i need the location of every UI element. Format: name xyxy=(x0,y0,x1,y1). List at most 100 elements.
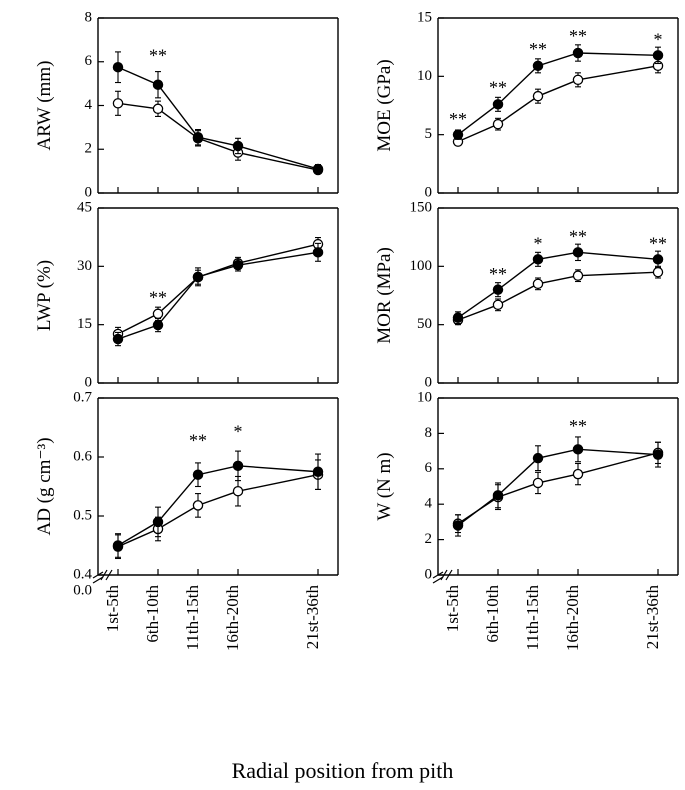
marker-filled xyxy=(653,450,662,459)
marker-filled xyxy=(453,313,462,322)
y-tick-label: 6 xyxy=(85,53,93,69)
marker-open xyxy=(113,99,122,108)
chart-svg: 0153045LWP (%)** xyxy=(98,208,338,383)
chart-panel: 051015MOE (GPa)********* xyxy=(438,18,678,193)
significance-marker: ** xyxy=(569,226,587,246)
marker-filled xyxy=(313,467,322,476)
marker-filled xyxy=(153,517,162,526)
marker-open xyxy=(153,104,162,113)
marker-filled xyxy=(533,454,542,463)
chart-panel: 0153045LWP (%)** xyxy=(98,208,338,383)
y-tick-label: 50 xyxy=(417,316,432,332)
y-tick-label: 0.0 xyxy=(73,582,92,598)
marker-filled xyxy=(533,255,542,264)
y-tick-label: 0 xyxy=(425,374,433,390)
y-axis-label: LWP (%) xyxy=(34,260,55,331)
marker-filled xyxy=(233,461,242,470)
y-tick-label: 45 xyxy=(77,199,92,215)
y-tick-label: 2 xyxy=(425,531,433,547)
chart-panel: 0.40.50.60.70.01st-5th6th-10th11th-15th1… xyxy=(98,398,338,593)
y-tick-label: 4 xyxy=(85,97,93,113)
marker-open xyxy=(573,75,582,84)
global-x-axis-label: Radial position from pith xyxy=(0,758,685,784)
x-tick-label: 1st-5th xyxy=(103,585,122,633)
marker-filled xyxy=(193,133,202,142)
significance-marker: ** xyxy=(529,39,547,59)
significance-marker: ** xyxy=(489,77,507,97)
y-tick-label: 4 xyxy=(425,496,433,512)
y-tick-label: 30 xyxy=(77,258,92,274)
y-tick-label: 10 xyxy=(417,389,432,405)
significance-marker: ** xyxy=(189,430,207,450)
y-tick-label: 8 xyxy=(85,9,93,25)
marker-filled xyxy=(493,491,502,500)
significance-marker: * xyxy=(234,422,243,442)
marker-filled xyxy=(113,334,122,343)
marker-filled xyxy=(153,320,162,329)
x-tick-label: 11th-15th xyxy=(523,585,542,651)
chart-svg: 050100150MOR (MPa)******* xyxy=(438,208,678,383)
y-axis-label: MOR (MPa) xyxy=(374,247,395,344)
y-tick-label: 150 xyxy=(410,199,433,215)
marker-open xyxy=(153,309,162,318)
marker-filled xyxy=(313,164,322,173)
series-line xyxy=(118,475,318,547)
marker-open xyxy=(533,279,542,288)
marker-open xyxy=(653,268,662,277)
marker-filled xyxy=(113,63,122,72)
significance-marker: ** xyxy=(569,416,587,436)
series-line xyxy=(458,66,658,142)
y-tick-label: 0 xyxy=(425,566,433,582)
marker-filled xyxy=(573,48,582,57)
marker-filled xyxy=(493,100,502,109)
marker-filled xyxy=(573,248,582,257)
y-tick-label: 0 xyxy=(85,374,93,390)
marker-open xyxy=(193,501,202,510)
series-line xyxy=(118,67,318,169)
x-tick-label: 21st-36th xyxy=(643,585,662,650)
chart-svg: 051015MOE (GPa)********* xyxy=(438,18,678,193)
marker-open xyxy=(573,271,582,280)
marker-filled xyxy=(653,255,662,264)
x-tick-label: 21st-36th xyxy=(303,585,322,650)
chart-panel: 050100150MOR (MPa)******* xyxy=(438,208,678,383)
x-tick-label: 11th-15th xyxy=(183,585,202,651)
y-tick-label: 100 xyxy=(410,258,433,274)
series-line xyxy=(458,53,658,135)
significance-marker: ** xyxy=(149,46,167,66)
y-tick-label: 0.6 xyxy=(73,448,92,464)
marker-filled xyxy=(233,261,242,270)
marker-open xyxy=(493,300,502,309)
x-tick-label: 6th-10th xyxy=(483,585,502,643)
y-tick-label: 0.7 xyxy=(73,389,92,405)
marker-filled xyxy=(453,130,462,139)
y-tick-label: 15 xyxy=(77,316,92,332)
y-tick-label: 0 xyxy=(85,184,93,200)
figure: 02468ARW (mm)**051015MOE (GPa)*********0… xyxy=(0,0,685,790)
y-tick-label: 8 xyxy=(425,425,433,441)
y-axis-label: ARW (mm) xyxy=(34,61,55,151)
y-tick-label: 0.5 xyxy=(73,507,92,523)
marker-open xyxy=(533,478,542,487)
chart-panel: 02468101st-5th6th-10th11th-15th16th-20th… xyxy=(438,398,678,593)
marker-filled xyxy=(573,445,582,454)
significance-marker: ** xyxy=(489,264,507,284)
y-tick-label: 15 xyxy=(417,9,432,25)
significance-marker: ** xyxy=(449,109,467,129)
marker-filled xyxy=(193,470,202,479)
marker-open xyxy=(573,470,582,479)
x-tick-label: 6th-10th xyxy=(143,585,162,643)
marker-filled xyxy=(113,541,122,550)
chart-svg: 02468101st-5th6th-10th11th-15th16th-20th… xyxy=(438,398,678,593)
significance-marker: * xyxy=(534,233,543,253)
y-axis-label: W (N m) xyxy=(374,452,395,520)
marker-filled xyxy=(493,285,502,294)
chart-svg: 0.40.50.60.70.01st-5th6th-10th11th-15th1… xyxy=(98,398,338,593)
marker-filled xyxy=(653,51,662,60)
y-tick-label: 2 xyxy=(85,141,93,157)
x-tick-label: 16th-20th xyxy=(563,585,582,652)
series-line xyxy=(458,453,658,524)
significance-marker: ** xyxy=(569,26,587,46)
marker-open xyxy=(233,487,242,496)
chart-svg: 02468ARW (mm)** xyxy=(98,18,338,193)
